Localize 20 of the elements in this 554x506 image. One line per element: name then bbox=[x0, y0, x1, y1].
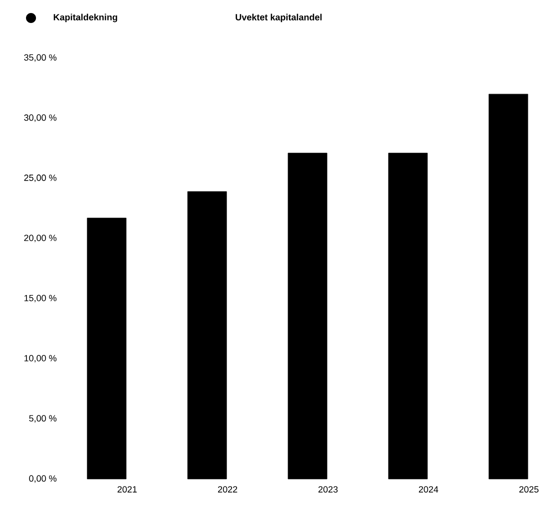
x-tick-label: 2023 bbox=[318, 486, 338, 493]
bar bbox=[288, 152, 328, 480]
y-tick-label: 35,00 % bbox=[24, 54, 56, 62]
legend-label: Kapitaldekning bbox=[54, 14, 118, 22]
y-tick-label: 10,00 % bbox=[24, 354, 56, 362]
x-tick-label: 2025 bbox=[519, 486, 539, 493]
bar bbox=[187, 191, 227, 480]
y-tick-label: 15,00 % bbox=[24, 294, 56, 302]
bar bbox=[86, 218, 126, 480]
y-tick-label: 5,00 % bbox=[29, 415, 56, 423]
x-tick-label: 2024 bbox=[418, 486, 438, 493]
x-tick-label: 2021 bbox=[118, 486, 137, 493]
x-tick-label: 2022 bbox=[218, 486, 238, 493]
bar bbox=[388, 152, 428, 480]
y-tick-label: 20,00 % bbox=[24, 234, 56, 242]
text: Uvektet kapitalandel bbox=[236, 14, 322, 22]
y-tick-label: 0,00 % bbox=[29, 475, 56, 483]
y-tick-label: 25,00 % bbox=[24, 174, 56, 182]
bar bbox=[488, 94, 528, 480]
y-tick-label: 30,00 % bbox=[24, 114, 56, 122]
